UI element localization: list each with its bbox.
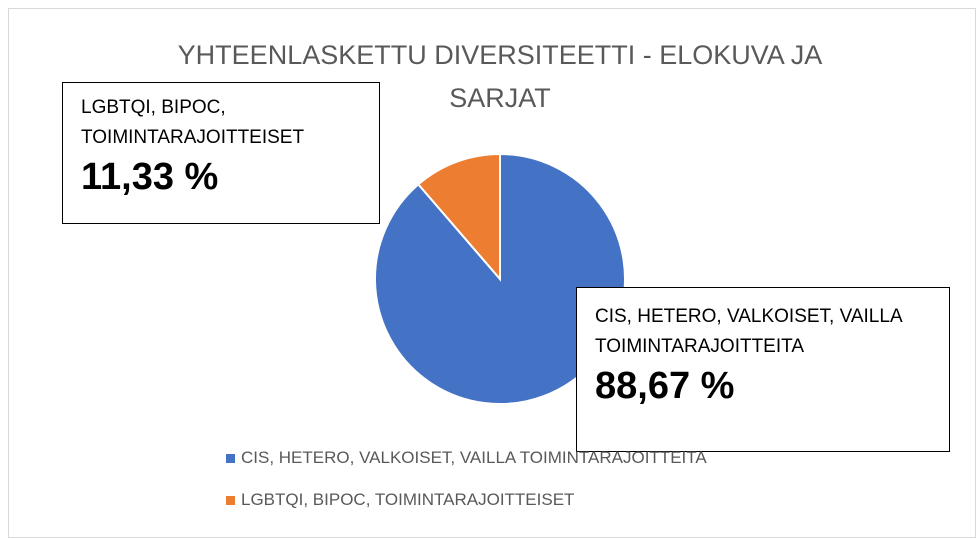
data-label: 11,33 % bbox=[81, 156, 219, 198]
legend-label: CIS, HETERO, VALKOISET, VAILLA TOIMINTAR… bbox=[241, 448, 707, 467]
pie-slice bbox=[416, 152, 501, 282]
chart-title: YHTEENLASKETTU DIVERSITEETTI - ELOKUVA J… bbox=[177, 40, 823, 113]
data-label: 88,67 % bbox=[595, 365, 735, 407]
data-callout: LGBTQI, BIPOC, TOIMINTARAJOITTEISET 11,3… bbox=[62, 82, 380, 224]
legend-swatch bbox=[226, 453, 235, 463]
callout-category: LGBTQI, BIPOC, TOIMINTARAJOITTEISET bbox=[81, 97, 305, 148]
legend-label: LGBTQI, BIPOC, TOIMINTARAJOITTEISET bbox=[241, 490, 575, 509]
data-callout: CIS, HETERO, VALKOISET, VAILLA TOIMINTAR… bbox=[576, 287, 950, 452]
callout-category: CIS, HETERO, VALKOISET, VAILLA TOIMINTAR… bbox=[595, 306, 902, 357]
legend-item: CIS, HETERO, VALKOISET, VAILLA TOIMINTAR… bbox=[226, 448, 707, 468]
legend-item: LGBTQI, BIPOC, TOIMINTARAJOITTEISET bbox=[226, 490, 574, 510]
legend-swatch bbox=[226, 495, 235, 505]
